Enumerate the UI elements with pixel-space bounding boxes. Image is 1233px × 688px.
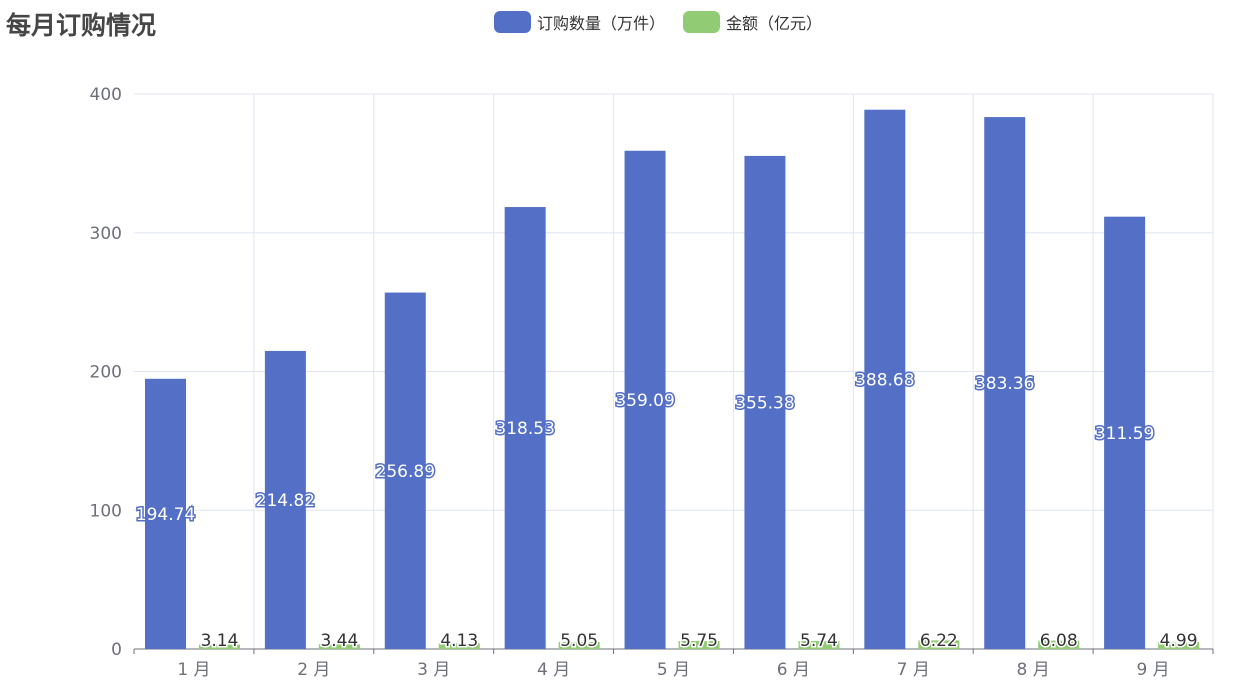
data-label-amount: 3.14: [201, 631, 239, 651]
bar-amount: [1038, 640, 1080, 649]
data-label-quantity: 355.38: [735, 393, 794, 413]
bar-quantity: [1104, 216, 1146, 649]
x-tick-label: 4 月: [537, 660, 570, 680]
bar-quantity: [624, 150, 666, 649]
x-tick-label: 9 月: [1136, 660, 1169, 680]
x-tick-label: 5 月: [657, 660, 690, 680]
x-tick-label: 3 月: [417, 660, 450, 680]
y-tick-label: 200: [90, 363, 122, 383]
bar-quantity: [984, 117, 1026, 649]
data-label-amount: 4.99: [1160, 631, 1198, 651]
chart-title: 每月订购情况: [6, 11, 157, 40]
x-tick-label: 7 月: [897, 660, 930, 680]
bar-quantity: [744, 155, 786, 649]
y-tick-label: 300: [90, 224, 122, 244]
y-tick-label: 0: [111, 640, 122, 660]
data-label-quantity: 388.68: [855, 370, 914, 390]
x-tick-label: 2 月: [297, 660, 330, 680]
x-tick-label: 1 月: [177, 660, 210, 680]
bar-quantity: [384, 292, 426, 649]
y-tick-label: 100: [90, 501, 122, 521]
bar-quantity: [145, 378, 186, 649]
data-label-amount: 3.44: [320, 631, 358, 651]
data-label-amount: 5.74: [800, 631, 838, 651]
data-label-amount: 4.13: [440, 631, 478, 651]
legend-item-quantity[interactable]: 订购数量（万件）: [494, 10, 665, 34]
bar-amount: [558, 641, 600, 649]
x-tick-label: 6 月: [777, 660, 810, 680]
legend-label-amount: 金额（亿元）: [726, 14, 823, 33]
y-tick-label: 400: [90, 85, 122, 105]
legend-swatch-amount: [683, 11, 721, 33]
x-tick-label: 8 月: [1017, 660, 1050, 680]
bar-amount: [678, 641, 720, 649]
data-label-quantity: 383.36: [975, 374, 1034, 394]
legend-label-quantity: 订购数量（万件）: [537, 14, 666, 33]
data-label-quantity: 359.09: [615, 391, 674, 411]
data-label-quantity: 214.82: [256, 491, 315, 511]
bar-amount: [798, 641, 840, 649]
data-label-amount: 6.08: [1040, 631, 1078, 651]
chart-legend: 订购数量（万件） 金额（亿元）: [494, 10, 822, 34]
legend-item-amount[interactable]: 金额（亿元）: [683, 10, 822, 34]
bar-quantity: [864, 109, 906, 650]
legend-swatch-quantity: [494, 11, 531, 33]
data-label-quantity: 311.59: [1095, 424, 1154, 444]
data-label-amount: 5.05: [560, 631, 598, 651]
bar-quantity: [264, 350, 306, 649]
data-label-amount: 6.22: [920, 631, 958, 651]
data-label-amount: 5.75: [680, 631, 718, 651]
data-label-quantity: 318.53: [495, 419, 554, 439]
bar-amount: [438, 643, 480, 649]
bar-amount: [1158, 642, 1200, 649]
data-label-quantity: 256.89: [376, 462, 435, 482]
bar-quantity: [504, 207, 546, 650]
bar-amount: [918, 640, 960, 649]
bar-amount: [318, 644, 360, 649]
data-label-quantity: 194.74: [136, 505, 195, 525]
bar-amount: [199, 644, 240, 649]
